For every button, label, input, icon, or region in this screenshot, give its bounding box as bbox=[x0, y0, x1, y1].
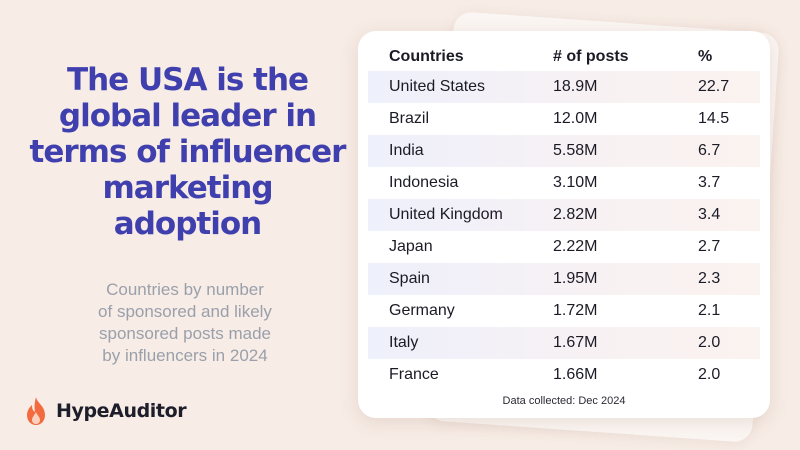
column-header-percent: % bbox=[698, 48, 713, 65]
subhead-line: sponsored posts made bbox=[99, 324, 271, 343]
headline-line: terms of influencer bbox=[29, 134, 347, 170]
cell-posts: 5.58M bbox=[553, 142, 598, 159]
subhead: Countries by number of sponsored and lik… bbox=[40, 279, 330, 367]
subhead-line: by influencers in 2024 bbox=[102, 346, 268, 365]
headline-line: marketing bbox=[102, 170, 273, 206]
cell-country: Brazil bbox=[389, 110, 430, 127]
table-row: United Kingdom 2.82M 3.4 bbox=[368, 199, 760, 231]
cell-country: Indonesia bbox=[389, 174, 459, 191]
cell-country: Spain bbox=[389, 270, 430, 287]
cell-percent: 22.7 bbox=[698, 78, 730, 95]
cell-percent: 2.1 bbox=[698, 302, 721, 319]
table-row: Italy 1.67M 2.0 bbox=[368, 327, 760, 359]
table-row: Indonesia 3.10M 3.7 bbox=[368, 167, 760, 199]
data-table-card: Countries # of posts % United States 18.9… bbox=[358, 31, 770, 418]
cell-country: Germany bbox=[389, 302, 455, 319]
table-row: Japan 2.22M 2.7 bbox=[368, 231, 760, 263]
headline-line: global leader in bbox=[58, 98, 317, 134]
cell-country: United States bbox=[389, 78, 486, 95]
cell-percent: 2.0 bbox=[698, 334, 721, 351]
flame-icon bbox=[27, 397, 45, 425]
headline: The USA is the global leader in terms of… bbox=[20, 62, 355, 242]
cell-posts: 18.9M bbox=[553, 78, 598, 95]
cell-country: France bbox=[389, 366, 439, 383]
brand-logo: HypeAuditor bbox=[24, 396, 187, 426]
subhead-line: Countries by number bbox=[106, 280, 264, 299]
table-body: United States 18.9M 22.7 Brazil 12.0M 14.5 Ind… bbox=[368, 71, 760, 391]
cell-posts: 1.66M bbox=[553, 366, 598, 383]
table-row: Spain 1.95M 2.3 bbox=[368, 263, 760, 295]
column-header-posts: # of posts bbox=[553, 48, 629, 65]
table-row: Brazil 12.0M 14.5 bbox=[368, 103, 760, 135]
cell-posts: 1.95M bbox=[553, 270, 598, 287]
cell-posts: 3.10M bbox=[553, 174, 598, 191]
brand-name: HypeAuditor bbox=[56, 400, 187, 422]
cell-country: India bbox=[389, 142, 424, 159]
subhead-line: of sponsored and likely bbox=[98, 302, 272, 321]
cell-percent: 3.4 bbox=[698, 206, 721, 223]
cell-country: Italy bbox=[389, 334, 419, 351]
cell-country: United Kingdom bbox=[389, 206, 503, 223]
cell-percent: 6.7 bbox=[698, 142, 721, 159]
table-row: India 5.58M 6.7 bbox=[368, 135, 760, 167]
headline-line: adoption bbox=[113, 206, 262, 242]
cell-posts: 2.22M bbox=[553, 238, 598, 255]
headline-line: The USA is the bbox=[66, 62, 309, 98]
table-row: United States 18.9M 22.7 bbox=[368, 71, 760, 103]
cell-posts: 12.0M bbox=[553, 110, 598, 127]
cell-posts: 2.82M bbox=[553, 206, 598, 223]
table-row: France 1.66M 2.0 bbox=[368, 359, 760, 391]
cell-posts: 1.67M bbox=[553, 334, 598, 351]
table-row: Germany 1.72M 2.1 bbox=[368, 295, 760, 327]
cell-percent: 2.7 bbox=[698, 238, 721, 255]
column-header-countries: Countries bbox=[389, 48, 464, 65]
cell-percent: 2.0 bbox=[698, 366, 721, 383]
cell-percent: 14.5 bbox=[698, 110, 730, 127]
footnote: Data collected: Dec 2024 bbox=[502, 395, 626, 407]
cell-posts: 1.72M bbox=[553, 302, 598, 319]
table-header: Countries # of posts % bbox=[358, 43, 770, 71]
cell-percent: 2.3 bbox=[698, 270, 721, 287]
cell-country: Japan bbox=[389, 238, 433, 255]
cell-percent: 3.7 bbox=[698, 174, 721, 191]
